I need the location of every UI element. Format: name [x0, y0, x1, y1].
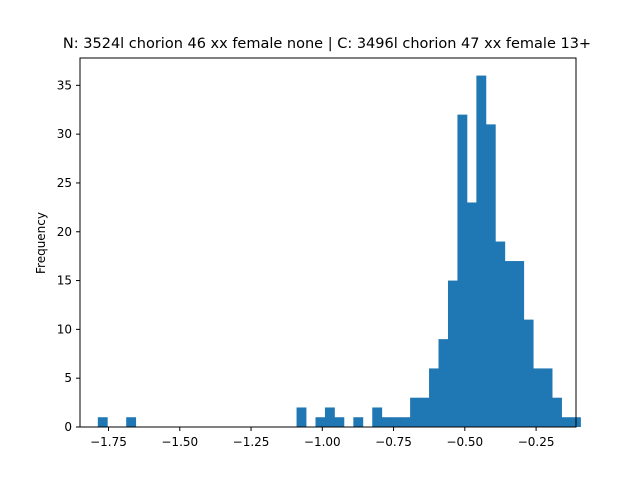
histogram-bar	[381, 417, 392, 427]
histogram-bar	[485, 124, 496, 427]
histogram-bar	[429, 368, 439, 427]
histogram-bar	[126, 417, 137, 427]
histogram-bar	[419, 397, 430, 427]
y-tick-label: 10	[57, 322, 72, 336]
histogram-bar	[372, 407, 383, 427]
histogram-bar	[533, 368, 544, 427]
y-tick-label: 25	[57, 176, 72, 190]
histogram-bar	[514, 261, 525, 427]
histogram-bar	[296, 407, 307, 427]
x-tick-label: −1.00	[304, 435, 341, 449]
histogram-bar	[476, 75, 487, 428]
y-axis-label: Frequency	[34, 212, 48, 274]
histogram-bar	[457, 114, 468, 427]
histogram-bar	[523, 319, 534, 427]
histogram-bar	[97, 417, 108, 427]
histogram-bar	[315, 417, 326, 427]
x-tick-label: −1.75	[90, 435, 127, 449]
histogram-bar	[447, 280, 458, 427]
chart-title: N: 3524l chorion 46 xx female none | C: …	[63, 36, 591, 52]
y-tick-label: 35	[57, 78, 72, 92]
histogram-bar	[466, 202, 477, 427]
histogram-bar	[504, 261, 515, 427]
x-tick-label: −0.75	[375, 435, 412, 449]
histogram-bar	[353, 417, 364, 427]
histogram-bar	[324, 407, 335, 427]
x-tick-label: −0.25	[518, 435, 555, 449]
y-tick-label: 15	[57, 274, 72, 288]
bars-group	[97, 75, 581, 428]
histogram-bar	[552, 397, 562, 427]
histogram-bar	[438, 339, 449, 427]
x-tick-label: −1.50	[161, 435, 198, 449]
histogram-bar	[334, 417, 345, 427]
x-tick-label: −0.50	[446, 435, 483, 449]
y-tick-label: 30	[57, 127, 72, 141]
y-tick-label: 5	[64, 371, 72, 385]
x-tick-label: −1.25	[233, 435, 270, 449]
histogram-bar	[542, 368, 553, 427]
y-tick-label: 0	[64, 420, 72, 434]
histogram-bar	[410, 397, 420, 427]
x-axis: −1.75 −1.50 −1.25 −1.00 −0.75 −0.50 −0.25	[90, 427, 554, 449]
histogram-bar	[391, 417, 402, 427]
y-tick-label: 20	[57, 225, 72, 239]
histogram-bar	[495, 241, 506, 427]
histogram-bar	[400, 417, 411, 427]
plot-frame	[79, 57, 577, 428]
y-axis: 0 5 10 15 20 25 30 35	[57, 78, 80, 434]
histogram-bar	[561, 417, 572, 427]
